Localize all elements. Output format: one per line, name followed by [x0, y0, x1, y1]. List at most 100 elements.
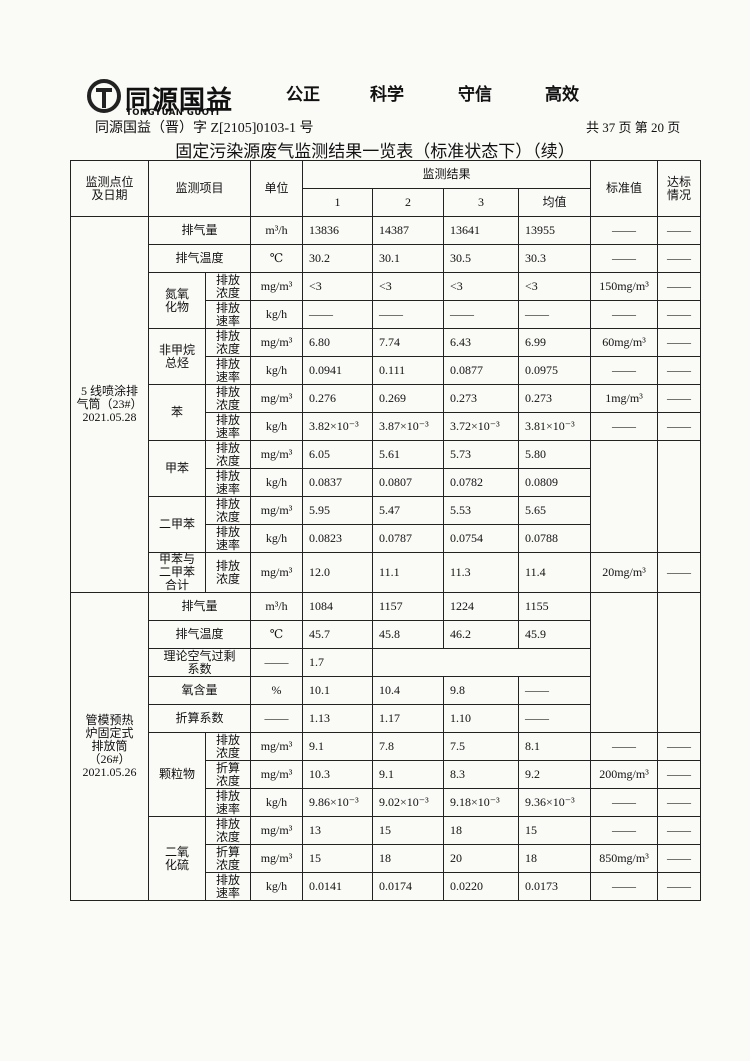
value-cell: —— [443, 300, 520, 329]
compliance-cell [657, 496, 702, 525]
table-row: 排气温度 ℃ 30.2 30.1 30.5 30.3 —— —— [71, 244, 702, 273]
table-row: 排放 速率 kg/h 0.0141 0.0174 0.0220 0.0173 —— —— [71, 872, 702, 901]
sub-item-cell: 排放 浓度 [204, 552, 252, 593]
table-row: 二氧 化硫 排放 浓度 mg/m³ 13 15 18 15 —— —— [71, 816, 702, 901]
sub-item-cell: 排放 速率 [204, 300, 252, 329]
item-cell: 折算系数 [147, 704, 252, 733]
site-cell: 管模预热 炉固定式 排放筒 （26#） 2021.05.26 [70, 592, 149, 901]
site-cell: 5 线喷涂排 气筒（23#） 2021.05.28 [70, 216, 149, 593]
slogan: 高效 [545, 85, 579, 105]
table-title: 固定污染源废气监测结果一览表（标准状态下）（续） [175, 142, 575, 161]
value-cell: 13836 [302, 216, 374, 245]
sub-item-cell: 排放 浓度 [204, 440, 252, 469]
value-cell: 13955 [518, 216, 592, 245]
value-cell: 30.2 [302, 244, 374, 273]
value-cell: 0.0174 [372, 872, 445, 901]
standard-cell: 850mg/m³ [590, 844, 659, 873]
value-cell: 5.61 [372, 440, 445, 469]
standard-cell: —— [590, 872, 659, 901]
standard-cell: 200mg/m³ [590, 760, 659, 789]
unit-cell: ℃ [250, 244, 304, 273]
value-cell: 5.95 [302, 496, 374, 525]
value-cell: 1157 [372, 592, 445, 621]
compliance-cell [657, 440, 702, 469]
standard-cell [590, 676, 659, 705]
unit-cell: mg/m³ [250, 844, 304, 873]
compliance-cell: —— [657, 328, 702, 357]
value-cell: 12.0 [302, 552, 374, 593]
unit-cell: mg/m³ [250, 816, 304, 845]
standard-cell: —— [590, 356, 659, 385]
table-row: 氧含量% 10.1 10.4 9.8 —— [71, 676, 702, 705]
header-cell: 监测点位 及日期 [70, 160, 149, 217]
value-cell: —— [302, 300, 374, 329]
sub-item-cell: 排放 浓度 [204, 384, 252, 413]
table-row: 非甲烷 总烃 排放 浓度 mg/m³ 6.80 7.74 6.43 6.99 60mg/m³ —… [71, 328, 702, 385]
unit-cell: kg/h [250, 788, 304, 817]
slogan: 守信 [458, 85, 492, 105]
item-cell: 甲苯 [148, 440, 206, 497]
value-cell: 20 [443, 844, 520, 873]
value-cell: 7.74 [372, 328, 445, 357]
standard-cell: 1mg/m³ [590, 384, 659, 413]
unit-cell: mg/m³ [250, 760, 304, 789]
unit-cell: —— [250, 704, 304, 733]
unit-cell: mg/m³ [250, 384, 304, 413]
item-cell: 二甲苯 [148, 496, 206, 553]
standard-cell: —— [590, 244, 659, 273]
table-row: 管模预热 炉固定式 排放筒 （26#） 2021.05.26 排气量 m³/h 108… [70, 592, 702, 901]
table-row: 氮氧 化物 排放 浓度 mg/m³ <3 <3 <3 <3 150mg/m³ —— [71, 272, 702, 329]
unit-cell: ℃ [250, 620, 304, 649]
value-cell: 18 [443, 816, 520, 845]
value-cell: 3.81×10⁻³ [518, 412, 592, 441]
sub-item-cell: 排放 速率 [204, 524, 252, 553]
sub-item-cell: 排放 浓度 [204, 328, 252, 357]
value-cell: 0.273 [518, 384, 592, 413]
value-cell: 10.1 [302, 676, 374, 705]
value-cell: 9.18×10⁻³ [443, 788, 520, 817]
value-cell: 45.7 [302, 620, 374, 649]
value-cell: 18 [372, 844, 445, 873]
standard-cell: —— [590, 732, 659, 761]
value-cell: —— [518, 300, 592, 329]
value-cell: 13 [302, 816, 374, 845]
unit-cell: kg/h [250, 468, 304, 497]
unit-cell: m³/h [250, 216, 304, 245]
value-cell: 1.13 [302, 704, 374, 733]
logo-subtext: TONGYUAN GUOYI [126, 108, 220, 118]
value-cell: 30.3 [518, 244, 592, 273]
value-cell: —— [518, 676, 592, 705]
unit-cell: m³/h [250, 592, 304, 621]
table-row: 甲苯与 二甲苯 合计 排放 浓度 mg/m³ 12.0 11.1 11.3 11.4 20mg… [71, 552, 702, 593]
sub-item-cell: 排放 浓度 [204, 272, 252, 301]
value-cell: 9.8 [443, 676, 520, 705]
standard-cell: —— [590, 300, 659, 329]
value-cell: 6.80 [302, 328, 374, 357]
value-cell: 5.47 [372, 496, 445, 525]
results-table: 监测点位 及日期 监测项目 单位 监测结果 标准值 达标 情况 1 2 3 均值 5 线喷涂排 气筒… [70, 160, 702, 901]
value-cell: 3.87×10⁻³ [372, 412, 445, 441]
header-cell: 3 [443, 188, 520, 217]
value-cell: —— [372, 300, 445, 329]
item-cell: 排气量 [147, 216, 252, 245]
value-cell: 9.1 [372, 760, 445, 789]
unit-cell: kg/h [250, 412, 304, 441]
value-cell: 0.0877 [443, 356, 520, 385]
value-cell: 3.72×10⁻³ [443, 412, 520, 441]
table-row: 排放 速率 kg/h 3.82×10⁻³ 3.87×10⁻³ 3.72×10⁻³ 3.81… [71, 412, 702, 441]
table-row: 排放 速率 kg/h 9.86×10⁻³ 9.02×10⁻³ 9.18×10⁻³ 9.36… [71, 788, 702, 817]
unit-cell: mg/m³ [250, 272, 304, 301]
value-cell: <3 [443, 272, 520, 301]
sub-item-cell: 排放 速率 [204, 412, 252, 441]
item-cell: 排气温度 [147, 244, 252, 273]
compliance-cell: —— [657, 552, 702, 593]
value-cell: 13641 [443, 216, 520, 245]
header-cell: 1 [302, 188, 374, 217]
value-cell: 0.0788 [518, 524, 592, 553]
value-cell: 1.10 [443, 704, 520, 733]
value-cell: <3 [518, 272, 592, 301]
value-cell: 11.4 [518, 552, 592, 593]
value-cell: 8.1 [518, 732, 592, 761]
value-cell: 5.53 [443, 496, 520, 525]
